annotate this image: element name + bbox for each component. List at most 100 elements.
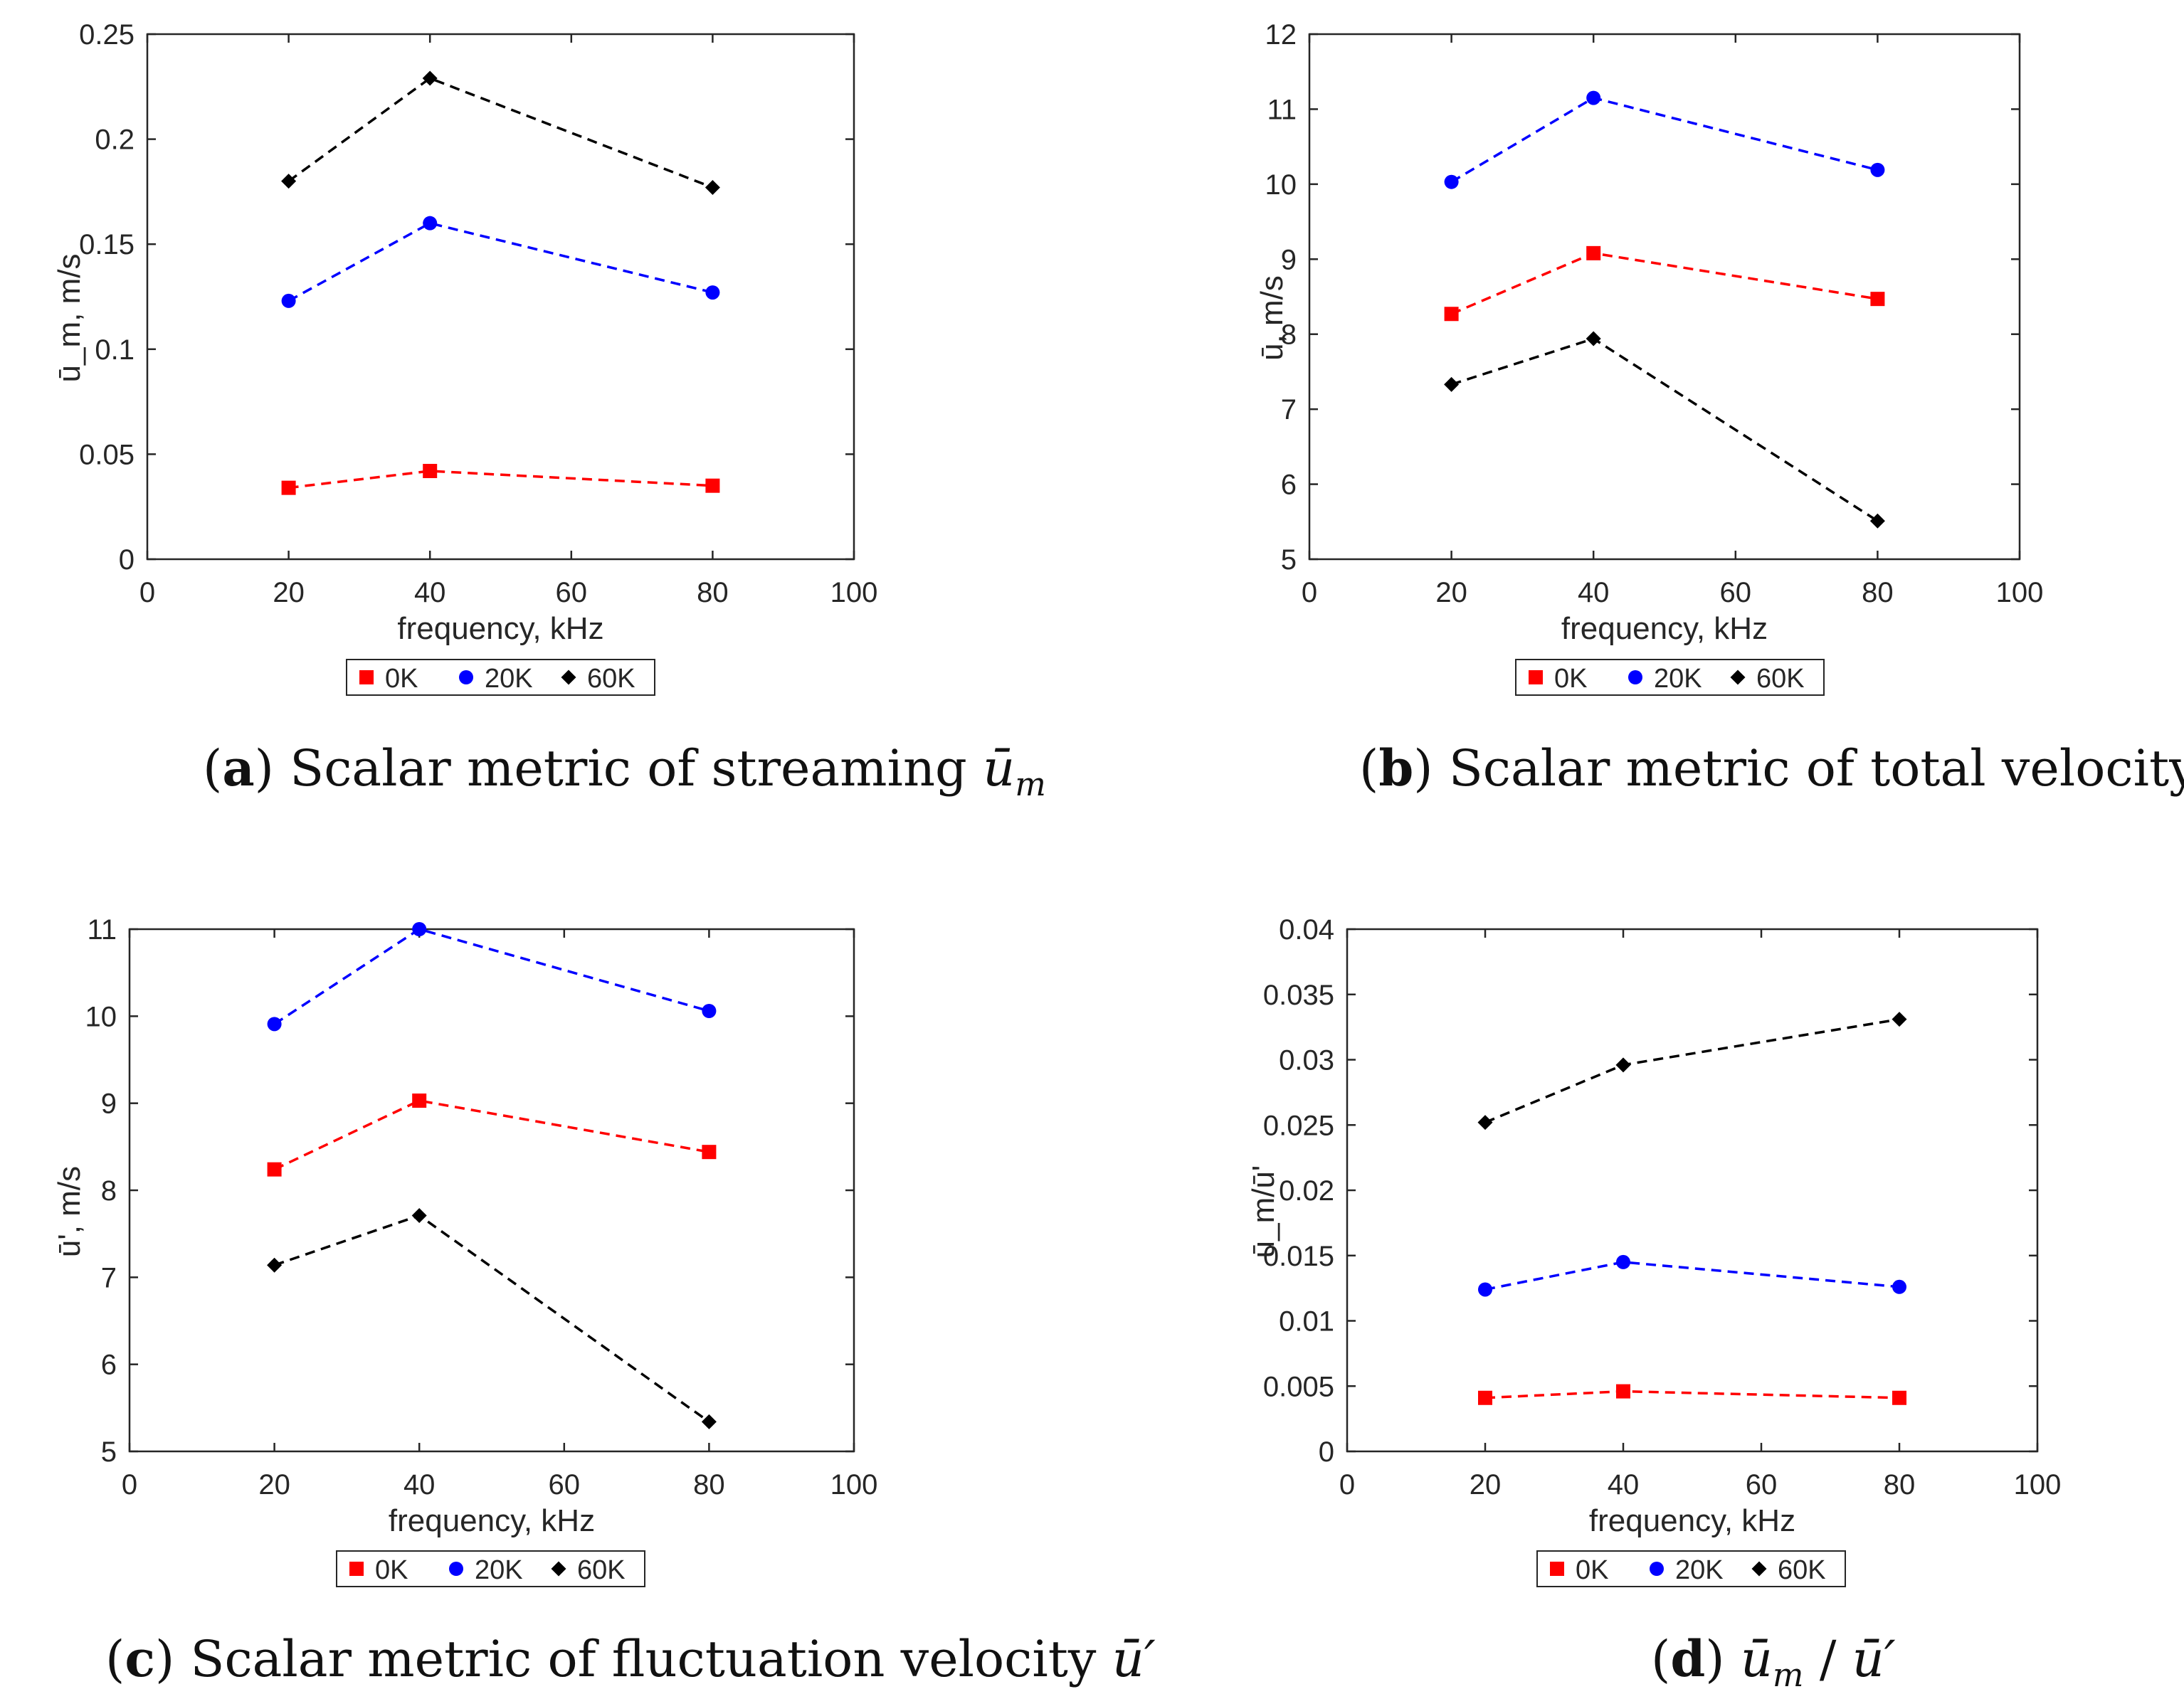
y-axis-label: ū_m/ū' [1246, 1165, 1281, 1259]
y-axis-label: ū', m/s [52, 1166, 87, 1257]
data-point-20K [1870, 162, 1885, 177]
data-point-20K [1478, 1282, 1492, 1297]
legend-label-20K: 20K [485, 664, 533, 694]
legend-label-20K: 20K [475, 1555, 523, 1585]
legend-marker-20K [1650, 1562, 1664, 1576]
x-tick-label: 0 [122, 1469, 137, 1500]
x-tick-label: 20 [273, 577, 305, 608]
legend-label-20K: 20K [1654, 664, 1702, 694]
caption-b: (b) Scalar metric of total velocity ū [1359, 739, 2184, 798]
legend-label-60K: 60K [577, 1555, 626, 1585]
y-tick-label: 0.15 [79, 229, 134, 260]
y-tick-label: 11 [87, 914, 117, 946]
legend-marker-20K [1628, 670, 1642, 684]
x-tick-label: 80 [1862, 577, 1894, 608]
legend-box [1515, 659, 1825, 696]
data-point-60K [411, 1207, 427, 1223]
plot-area [1308, 33, 2021, 561]
x-tick-label: 60 [556, 577, 588, 608]
y-tick-label: 6 [101, 1350, 117, 1381]
data-point-0K [1616, 1384, 1630, 1399]
x-tick-label: 100 [1996, 577, 2044, 608]
x-tick-label: 80 [1884, 1469, 1916, 1500]
y-axis-label: ū_m, m/s [52, 254, 87, 383]
y-tick-label: 0.015 [1263, 1241, 1334, 1272]
x-tick-label: 20 [1435, 577, 1467, 608]
x-tick-label: 100 [2014, 1469, 2062, 1500]
data-point-60K [267, 1257, 283, 1273]
series-line-0K [273, 1099, 709, 1171]
x-axis-label: frequency, kHz [389, 1503, 595, 1538]
data-point-60K [701, 1414, 717, 1429]
legend-marker-0K [1529, 670, 1543, 684]
y-tick-label: 0 [1319, 1436, 1334, 1468]
x-axis-label: frequency, kHz [1589, 1503, 1795, 1538]
data-point-20K [1892, 1279, 1906, 1294]
data-point-0K [1478, 1390, 1492, 1405]
data-point-0K [1444, 307, 1459, 322]
data-point-0K [267, 1162, 282, 1177]
legend: 0K 20K 60K [336, 1550, 645, 1587]
y-tick-label: 0.1 [95, 334, 134, 366]
data-point-60K [1615, 1057, 1631, 1073]
data-point-20K [1616, 1254, 1630, 1269]
data-point-0K [1870, 292, 1885, 307]
caption-d: (d) ūm / ū′ [1651, 1629, 1896, 1694]
data-point-60K [422, 70, 438, 86]
y-tick-label: 6 [1281, 470, 1297, 501]
data-point-20K [1586, 90, 1601, 105]
legend-label-60K: 60K [1778, 1555, 1826, 1585]
x-tick-label: 40 [403, 1469, 436, 1500]
y-tick-label: 7 [1281, 394, 1297, 425]
legend-label-60K: 60K [587, 664, 635, 694]
y-tick-label: 7 [101, 1262, 117, 1293]
y-tick-label: 0.25 [79, 19, 134, 51]
legend-label-60K: 60K [1756, 664, 1805, 694]
data-point-60K [1892, 1012, 1907, 1027]
x-tick-label: 40 [414, 577, 446, 608]
data-point-0K [1586, 245, 1601, 260]
y-tick-label: 10 [1265, 169, 1297, 201]
series-line-20K [287, 221, 713, 302]
x-tick-label: 0 [1302, 577, 1317, 608]
legend-label-0K: 0K [1554, 664, 1587, 694]
x-axis-label: frequency, kHz [1561, 611, 1768, 646]
caption-c: (c) Scalar metric of fluctuation velocit… [105, 1629, 1156, 1688]
legend-label-0K: 0K [375, 1555, 408, 1585]
y-tick-label: 0.005 [1263, 1371, 1334, 1402]
data-point-60K [1869, 513, 1885, 529]
x-tick-label: 80 [693, 1469, 725, 1500]
legend-box [1536, 1550, 1846, 1587]
y-tick-label: 0.04 [1279, 914, 1334, 946]
legend-marker-60K [551, 1561, 566, 1577]
data-point-60K [705, 179, 720, 195]
legend-marker-0K [1550, 1562, 1564, 1576]
chart-b: 0 20 40 60 80 100 5 6 7 8 9 10 11 12 frequency, kHz ū, … [1255, 19, 2044, 696]
data-point-20K [412, 922, 427, 936]
legend: 0K 20K 60K [1536, 1550, 1846, 1587]
y-tick-label: 5 [101, 1436, 117, 1468]
data-point-20K [281, 293, 296, 308]
data-point-20K [705, 285, 720, 300]
data-point-20K [423, 216, 438, 231]
data-point-0K [705, 478, 720, 493]
y-tick-label: 8 [1281, 319, 1297, 351]
data-point-60K [1477, 1115, 1493, 1131]
y-tick-label: 8 [101, 1175, 117, 1207]
y-tick-label: 0.05 [79, 439, 134, 470]
legend-marker-0K [359, 670, 374, 684]
data-point-20K [1444, 174, 1459, 189]
plot-area [146, 33, 855, 561]
caption-a: (a) Scalar metric of streaming ūm [203, 739, 1046, 803]
chart-d: 0 20 40 60 80 100 0 0.005 0.01 0.015 0.02 0.025 0.03… [1246, 914, 2061, 1587]
x-tick-label: 0 [139, 577, 155, 608]
y-tick-label: 0 [119, 544, 134, 576]
chart-a: 0 20 40 60 80 100 0 0.05 0.1 0.15 0.2 0.25 frequency… [52, 19, 878, 696]
legend-label-0K: 0K [1576, 1555, 1608, 1585]
legend: 0K 20K 60K [346, 659, 655, 696]
data-point-0K [702, 1145, 717, 1160]
x-tick-label: 100 [830, 577, 878, 608]
x-tick-label: 60 [549, 1469, 581, 1500]
data-point-20K [702, 1003, 717, 1018]
